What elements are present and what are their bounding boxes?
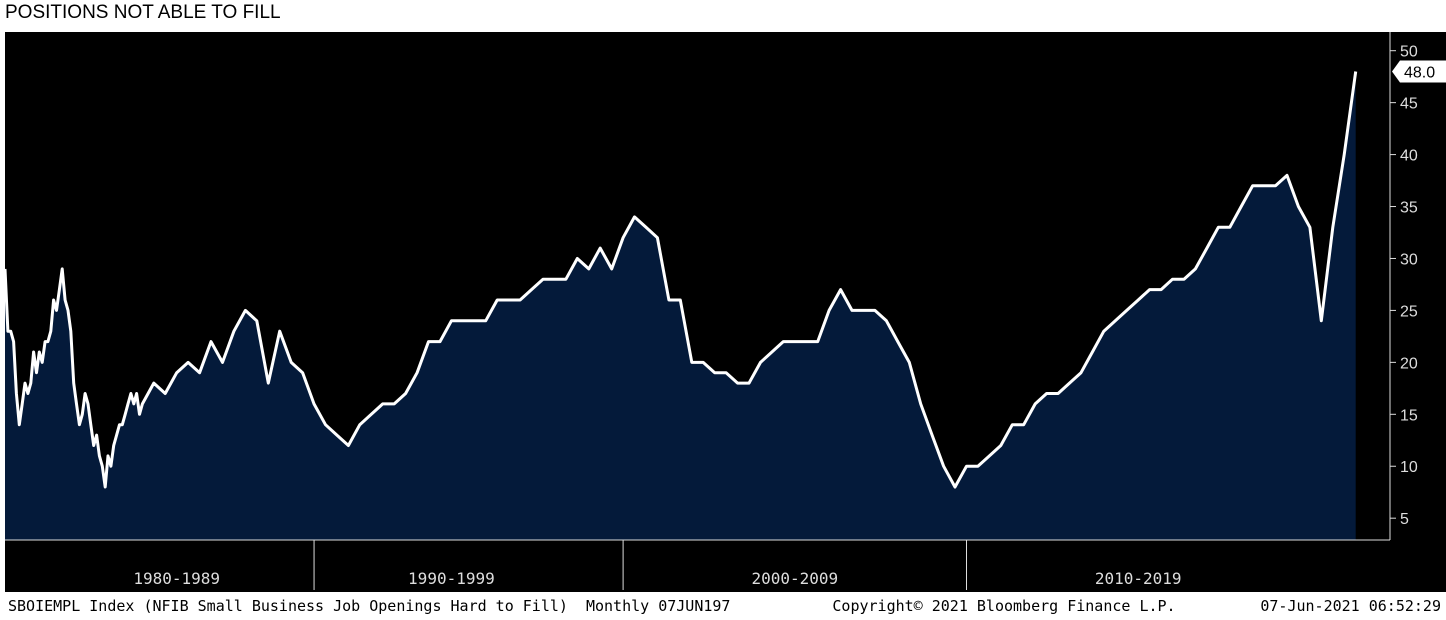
- footer-timestamp: 07-Jun-2021 06:52:29: [1260, 597, 1441, 615]
- x-tick-label: 2000-2009: [751, 569, 838, 588]
- footer-copyright: Copyright© 2021 Bloomberg Finance L.P.: [832, 597, 1175, 615]
- x-tick-label: 2010-2019: [1095, 569, 1182, 588]
- y-tick-label: 45: [1400, 96, 1418, 113]
- x-tick-label: 1980-1989: [133, 569, 220, 588]
- y-tick-label: 15: [1400, 407, 1418, 424]
- y-tick-label: 25: [1400, 303, 1418, 320]
- y-tick-label: 40: [1400, 148, 1418, 165]
- y-tick-label: 20: [1400, 355, 1418, 372]
- value-label: 48.0: [1404, 64, 1435, 81]
- y-tick-label: 35: [1400, 200, 1418, 217]
- footer-source: SBOIEMPL Index (NFIB Small Business Job …: [8, 597, 730, 615]
- chart-title: POSITIONS NOT ABLE TO FILL: [5, 2, 281, 23]
- line: [3, 71, 1358, 489]
- y-tick-label: 30: [1400, 251, 1418, 268]
- y-tick-label: 10: [1400, 459, 1418, 476]
- x-tick-label: 1990-1999: [408, 569, 495, 588]
- y-tick-label: 5: [1400, 511, 1409, 528]
- y-tick-label: 50: [1400, 44, 1418, 61]
- value-label-box: [1392, 60, 1446, 83]
